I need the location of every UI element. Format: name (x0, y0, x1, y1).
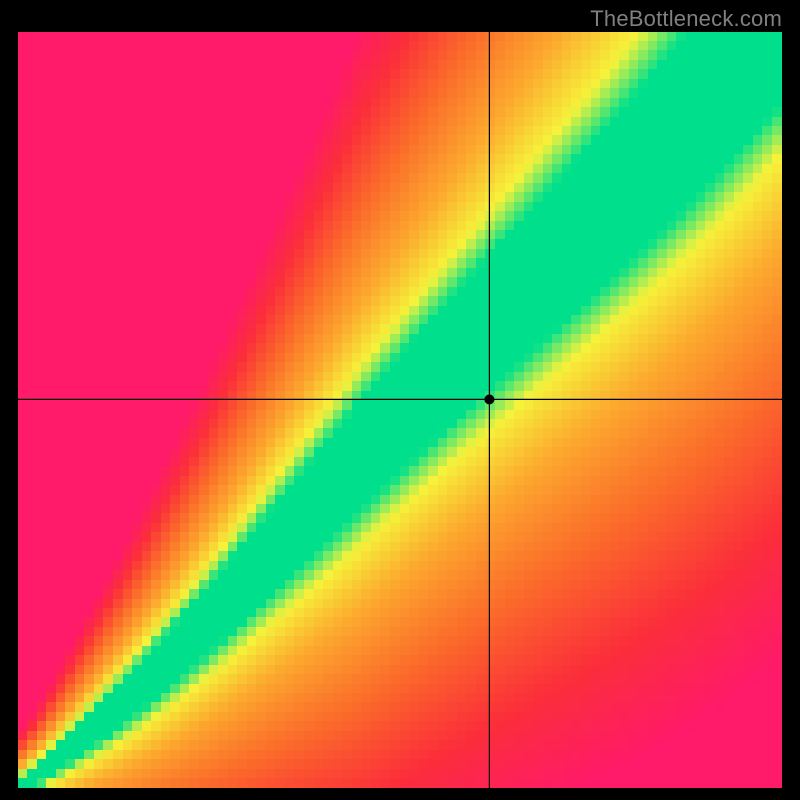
watermark-text: TheBottleneck.com (590, 6, 782, 32)
chart-container: TheBottleneck.com (0, 0, 800, 800)
heatmap-plot (18, 32, 782, 788)
heatmap-canvas (18, 32, 782, 788)
